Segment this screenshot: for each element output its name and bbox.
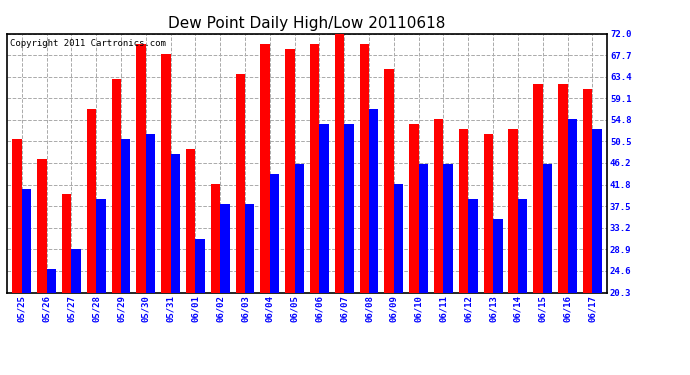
Bar (409, 124, 419, 292)
Bar (112, 79, 121, 292)
Bar (344, 124, 354, 292)
Bar (592, 129, 602, 292)
Bar (484, 134, 493, 292)
Bar (518, 199, 527, 292)
Bar (434, 119, 444, 292)
Bar (444, 164, 453, 292)
Bar (459, 129, 469, 292)
Bar (419, 164, 428, 292)
Bar (186, 149, 195, 292)
Bar (96, 199, 106, 292)
Bar (583, 89, 592, 292)
Bar (335, 29, 344, 292)
Bar (260, 44, 270, 292)
Bar (394, 184, 403, 292)
Bar (319, 124, 329, 292)
Bar (220, 204, 230, 292)
Bar (235, 74, 245, 292)
Bar (359, 44, 369, 292)
Bar (509, 129, 518, 292)
Bar (558, 84, 567, 292)
Bar (195, 239, 205, 292)
Bar (469, 199, 477, 292)
Bar (295, 164, 304, 292)
Bar (146, 134, 155, 292)
Bar (37, 159, 47, 292)
Bar (22, 189, 31, 292)
Bar (71, 249, 81, 292)
Bar (161, 54, 170, 292)
Bar (12, 139, 22, 292)
Bar (533, 84, 543, 292)
Bar (211, 184, 220, 292)
Bar (245, 204, 255, 292)
Bar (493, 219, 502, 292)
Bar (369, 109, 379, 292)
Text: Copyright 2011 Cartronics.com: Copyright 2011 Cartronics.com (10, 39, 166, 48)
Bar (170, 154, 180, 292)
Title: Dew Point Daily High/Low 20110618: Dew Point Daily High/Low 20110618 (168, 16, 446, 31)
Bar (567, 119, 577, 292)
Bar (543, 164, 552, 292)
Bar (62, 194, 71, 292)
Bar (285, 49, 295, 292)
Bar (310, 44, 319, 292)
Bar (384, 69, 394, 292)
Bar (270, 174, 279, 292)
Bar (137, 44, 146, 292)
Bar (47, 269, 56, 292)
Bar (87, 109, 96, 292)
Bar (121, 139, 130, 292)
